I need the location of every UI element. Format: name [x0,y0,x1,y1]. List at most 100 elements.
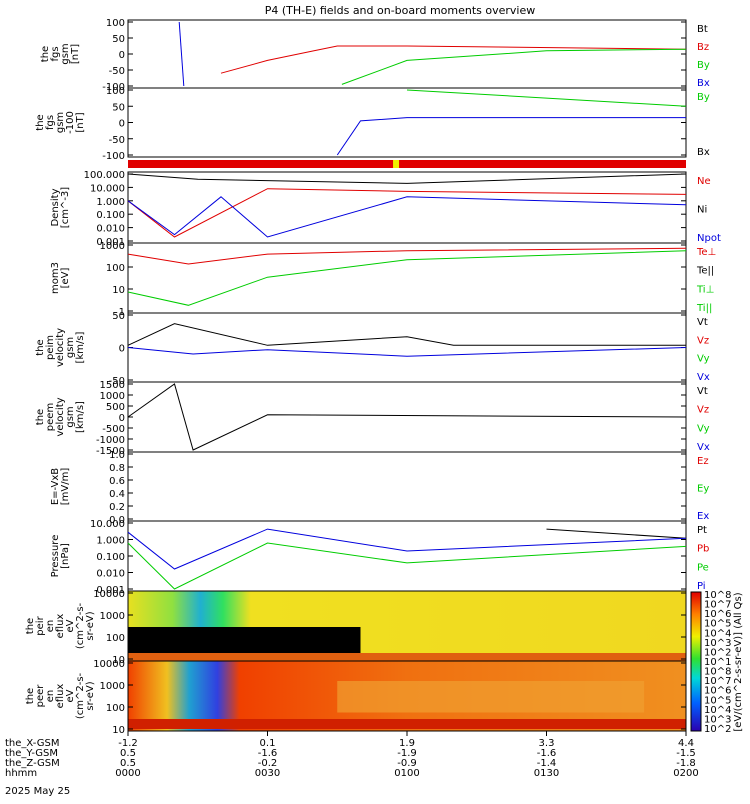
y-tick-label: 0 [119,50,125,61]
legend-entry: Bt [697,24,708,35]
x-tick-label: 0000 [115,768,140,779]
y-tick-label: 0 [119,119,125,130]
x-tick-label: -1.5 [676,748,696,759]
y-axis-label-line: sr-eV) [85,681,96,710]
y-axis-label-line: en [45,690,56,703]
y-axis-label: Pressure [nPa] [50,535,71,578]
colorbar-gradient [690,591,702,732]
colorbar-tick-label: 10^3 [704,714,731,725]
y-axis-label-line: peer [35,684,46,708]
y-axis-label-line: fgs [45,115,56,130]
colorbar-tick-label: 10^2 [704,647,731,658]
legend-entry: Pe [697,562,709,573]
y-tick-label: -50 [109,376,125,387]
series-Bx [336,117,686,156]
y-axis-label-line: sr-eV) [85,611,96,640]
y-tick-label: -500 [102,424,125,435]
x-tick-label: -0.9 [397,758,417,769]
legend-entry: Vx [697,442,710,453]
series-Pt [546,528,687,539]
legend-entry: By [697,92,710,103]
date-label: 2025 May 25 [5,786,70,797]
legend-entry: Pb [697,544,709,555]
y-tick-label: -50 [109,135,125,146]
y-tick-label: 100 [106,18,125,29]
y-axis-label: the peem velocity gsm [km/s] [35,397,86,436]
y-axis-label: the fgs gsm [nT] [40,43,81,64]
y-tick-label: -1500 [96,446,125,457]
x-tick-label: 0.5 [120,758,136,769]
y-axis-label-line: en [45,620,56,633]
panel-peir: 10000 1000 100 10 the peir en eflux eV (cm^2-s-sr… [25,589,687,666]
y-tick-label: 10 [112,285,125,296]
y-axis-label-line: velocity [55,328,66,367]
y-tick-label: 10.000 [90,183,125,194]
y-axis-label-line: peir [35,615,46,635]
x-axis-row-label: the_Y-GSM [5,748,58,759]
legend-entry: Ti|| [696,303,712,314]
series-Vt [127,383,687,451]
legend-entry: Ez [697,456,709,467]
legend-entry: Vz [697,405,709,416]
series-Npot [127,196,687,238]
colorbar: 10^810^710^610^510^410^310^210^110^810^7… [690,590,744,735]
y-tick-label: 1000 [100,681,125,692]
y-axis-label-line: eV [65,619,76,632]
y-axis-label-line: E=-VxB [50,468,61,505]
colorbar-tick-label: 10^5 [704,695,731,706]
y-axis-label-line: peim [45,335,56,360]
colorbar-tick-label: 10^1 [704,657,731,668]
y-axis-label-line: [nT] [70,44,81,64]
series-By [406,89,687,107]
x-axis-row-label: the_Z-GSM [5,758,60,769]
legend-entry: Vy [697,423,710,434]
status-bar-marker [393,160,400,168]
y-tick-label: 1000 [100,241,125,252]
y-tick-label: 100.000 [84,170,125,181]
y-tick-label: 100 [106,633,125,644]
y-tick-label: 10 [112,725,125,736]
y-axis-label-line: [nT] [75,112,86,132]
x-tick-label: -1.8 [676,758,696,769]
x-tick-label: 3.3 [539,738,555,749]
y-axis-label-line: mom3 [50,262,61,294]
panel-temp: 1000 100 10 1 mom3 [eV] Te⊥ Te|| Ti⊥ Ti|| [50,241,716,318]
legend-entry: Bx [697,147,710,158]
y-tick-label: 1000 [100,611,125,622]
x-tick-label: -1.6 [537,748,557,759]
y-axis-label-line: gsm [65,337,76,358]
x-tick-label: -1.9 [397,748,417,759]
panel-frame [127,171,687,244]
x-tick-label: 0100 [394,768,419,779]
panel-efield: 1.0 0.8 0.6 0.4 0.2 0.0 E=-VxB [mV/m] Ez Ey Ex [50,450,709,526]
y-tick-label: 0 [119,413,125,424]
series-Ti⊥ [127,250,687,306]
y-tick-label: 1 [119,307,125,318]
y-axis-label: the peer en eflux eV (cm^2-s-sr-eV) [25,672,96,719]
y-axis-label-line: eV [65,689,76,702]
y-tick-label: 0.8 [109,463,125,474]
y-tick-label: 1.000 [96,536,125,547]
series-Bz [220,45,687,74]
y-tick-label: 500 [106,402,125,413]
y-axis-label-line: the [25,688,36,704]
panel-density: 100.000 10.000 1.000 0.100 0.010 0.001 Density… [50,170,721,248]
y-tick-label: 0.100 [96,552,125,563]
y-tick-label: 10 [112,655,125,666]
panel-frame [127,312,687,383]
legend-entry: Te|| [696,266,714,277]
y-tick-label: 0.001 [96,585,125,596]
y-axis-label-line: eflux [55,684,66,709]
y-axis-label-line: gsm [65,406,76,427]
y-tick-label: 10.000 [90,519,125,530]
y-tick-label: 1500 [100,380,125,391]
y-tick-label: 1.0 [109,450,125,461]
colorbar-tick-label: 10^5 [704,619,731,630]
y-tick-label: 100 [106,86,125,97]
y-tick-label: 0.001 [96,237,125,248]
series-Ne [127,188,687,238]
x-tick-label: -0.2 [258,758,278,769]
legend-entry: Ti⊥ [696,284,714,295]
y-axis-label-line: the [25,618,36,634]
